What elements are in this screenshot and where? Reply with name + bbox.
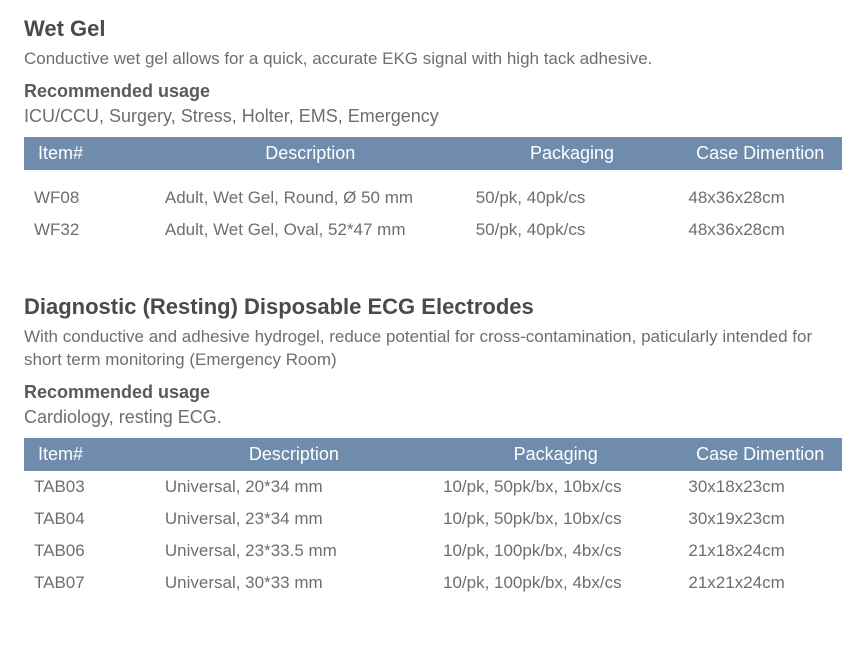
cell-case: 21x18x24cm [678, 535, 842, 567]
cell-description: Adult, Wet Gel, Round, Ø 50 mm [155, 170, 466, 214]
cell-item: TAB07 [24, 567, 155, 599]
table-header-row: Item# Description Packaging Case Dimenti… [24, 438, 842, 471]
col-header-case: Case Dimention [678, 137, 842, 170]
cell-packaging: 10/pk, 100pk/bx, 4bx/cs [433, 567, 678, 599]
usage-label: Recommended usage [24, 81, 842, 102]
cell-case: 21x21x24cm [678, 567, 842, 599]
cell-item: TAB03 [24, 471, 155, 503]
cell-case: 48x36x28cm [678, 170, 842, 214]
cell-description: Universal, 20*34 mm [155, 471, 433, 503]
cell-packaging: 10/pk, 50pk/bx, 10bx/cs [433, 471, 678, 503]
section-diagnostic-ecg: Diagnostic (Resting) Disposable ECG Elec… [24, 294, 842, 599]
col-header-item: Item# [24, 438, 155, 471]
section-wet-gel: Wet Gel Conductive wet gel allows for a … [24, 16, 842, 258]
table-row: WF32 Adult, Wet Gel, Oval, 52*47 mm 50/p… [24, 214, 842, 258]
cell-item: TAB06 [24, 535, 155, 567]
cell-description: Adult, Wet Gel, Oval, 52*47 mm [155, 214, 466, 258]
usage-text: Cardiology, resting ECG. [24, 407, 842, 428]
table-row: WF08 Adult, Wet Gel, Round, Ø 50 mm 50/p… [24, 170, 842, 214]
cell-description: Universal, 23*34 mm [155, 503, 433, 535]
cell-item: WF08 [24, 170, 155, 214]
col-header-case: Case Dimention [678, 438, 842, 471]
table-row: TAB07 Universal, 30*33 mm 10/pk, 100pk/b… [24, 567, 842, 599]
product-table: Item# Description Packaging Case Dimenti… [24, 438, 842, 599]
cell-description: Universal, 30*33 mm [155, 567, 433, 599]
cell-item: WF32 [24, 214, 155, 258]
cell-case: 30x18x23cm [678, 471, 842, 503]
table-header-row: Item# Description Packaging Case Dimenti… [24, 137, 842, 170]
cell-case: 30x19x23cm [678, 503, 842, 535]
cell-packaging: 50/pk, 40pk/cs [466, 170, 679, 214]
col-header-packaging: Packaging [466, 137, 679, 170]
cell-item: TAB04 [24, 503, 155, 535]
col-header-description: Description [155, 438, 433, 471]
cell-description: Universal, 23*33.5 mm [155, 535, 433, 567]
section-description: Conductive wet gel allows for a quick, a… [24, 48, 842, 71]
section-title: Wet Gel [24, 16, 842, 42]
table-row: TAB03 Universal, 20*34 mm 10/pk, 50pk/bx… [24, 471, 842, 503]
section-description: With conductive and adhesive hydrogel, r… [24, 326, 842, 372]
cell-case: 48x36x28cm [678, 214, 842, 258]
cell-packaging: 10/pk, 50pk/bx, 10bx/cs [433, 503, 678, 535]
usage-text: ICU/CCU, Surgery, Stress, Holter, EMS, E… [24, 106, 842, 127]
product-table: Item# Description Packaging Case Dimenti… [24, 137, 842, 258]
cell-packaging: 10/pk, 100pk/bx, 4bx/cs [433, 535, 678, 567]
table-row: TAB04 Universal, 23*34 mm 10/pk, 50pk/bx… [24, 503, 842, 535]
cell-packaging: 50/pk, 40pk/cs [466, 214, 679, 258]
table-row: TAB06 Universal, 23*33.5 mm 10/pk, 100pk… [24, 535, 842, 567]
usage-label: Recommended usage [24, 382, 842, 403]
col-header-description: Description [155, 137, 466, 170]
col-header-item: Item# [24, 137, 155, 170]
col-header-packaging: Packaging [433, 438, 678, 471]
section-title: Diagnostic (Resting) Disposable ECG Elec… [24, 294, 842, 320]
